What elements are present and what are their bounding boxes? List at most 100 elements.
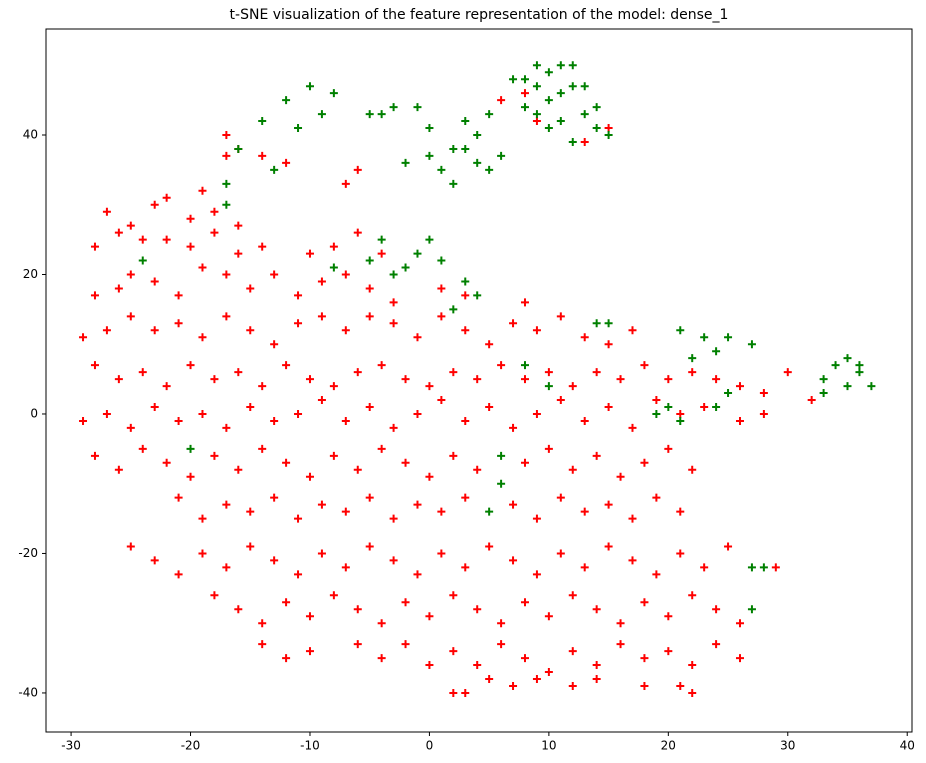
point — [329, 382, 338, 391]
point — [580, 82, 589, 91]
point — [282, 654, 291, 663]
point — [640, 654, 649, 663]
point — [126, 270, 135, 279]
point — [568, 465, 577, 474]
point — [258, 619, 267, 628]
point — [270, 493, 279, 502]
point — [819, 375, 828, 384]
point — [556, 396, 565, 405]
point — [592, 319, 601, 328]
point — [377, 110, 386, 119]
point — [246, 326, 255, 335]
point — [162, 458, 171, 467]
point — [688, 688, 697, 697]
point — [365, 403, 374, 412]
point — [305, 249, 314, 258]
point — [126, 423, 135, 432]
point — [628, 423, 637, 432]
point — [616, 472, 625, 481]
point — [449, 144, 458, 153]
point — [150, 326, 159, 335]
point — [329, 242, 338, 251]
point — [437, 312, 446, 321]
point — [592, 368, 601, 377]
point — [341, 270, 350, 279]
point — [592, 451, 601, 460]
point — [294, 124, 303, 133]
point — [401, 458, 410, 467]
point — [604, 542, 613, 551]
point — [174, 291, 183, 300]
point — [174, 416, 183, 425]
point — [389, 514, 398, 523]
point — [305, 375, 314, 384]
point — [497, 96, 506, 105]
point — [413, 570, 422, 579]
point — [377, 444, 386, 453]
point — [198, 409, 207, 418]
point — [556, 493, 565, 502]
point — [568, 61, 577, 70]
point — [473, 375, 482, 384]
point — [258, 117, 267, 126]
point — [449, 451, 458, 460]
point — [425, 612, 434, 621]
point — [509, 319, 518, 328]
point — [544, 68, 553, 77]
point — [688, 354, 697, 363]
point — [114, 375, 123, 384]
y-tick-label: 20 — [23, 267, 38, 281]
point — [700, 563, 709, 572]
point — [353, 228, 362, 237]
point — [735, 654, 744, 663]
point — [580, 137, 589, 146]
point — [735, 416, 744, 425]
point — [174, 319, 183, 328]
point — [616, 619, 625, 628]
point — [520, 598, 529, 607]
point — [544, 668, 553, 677]
point — [628, 514, 637, 523]
point — [389, 270, 398, 279]
point — [365, 493, 374, 502]
point — [186, 472, 195, 481]
point — [592, 605, 601, 614]
point — [497, 151, 506, 160]
point — [270, 340, 279, 349]
point — [270, 165, 279, 174]
point — [413, 409, 422, 418]
point — [556, 89, 565, 98]
point — [258, 640, 267, 649]
point — [556, 312, 565, 321]
point — [688, 661, 697, 670]
x-tick-label: 0 — [426, 739, 434, 753]
point — [317, 110, 326, 119]
point — [461, 117, 470, 126]
point — [222, 423, 231, 432]
point — [401, 640, 410, 649]
point — [449, 647, 458, 656]
point — [294, 319, 303, 328]
point — [509, 423, 518, 432]
point — [282, 96, 291, 105]
point — [210, 228, 219, 237]
point — [150, 556, 159, 565]
point — [138, 444, 147, 453]
point — [198, 186, 207, 195]
point — [353, 465, 362, 474]
point — [735, 382, 744, 391]
point — [449, 591, 458, 600]
point — [222, 151, 231, 160]
point — [473, 291, 482, 300]
point — [688, 591, 697, 600]
point — [640, 361, 649, 370]
point — [437, 256, 446, 265]
point — [437, 284, 446, 293]
point — [341, 179, 350, 188]
point — [604, 403, 613, 412]
point — [270, 270, 279, 279]
point — [174, 570, 183, 579]
point — [759, 389, 768, 398]
point — [329, 591, 338, 600]
